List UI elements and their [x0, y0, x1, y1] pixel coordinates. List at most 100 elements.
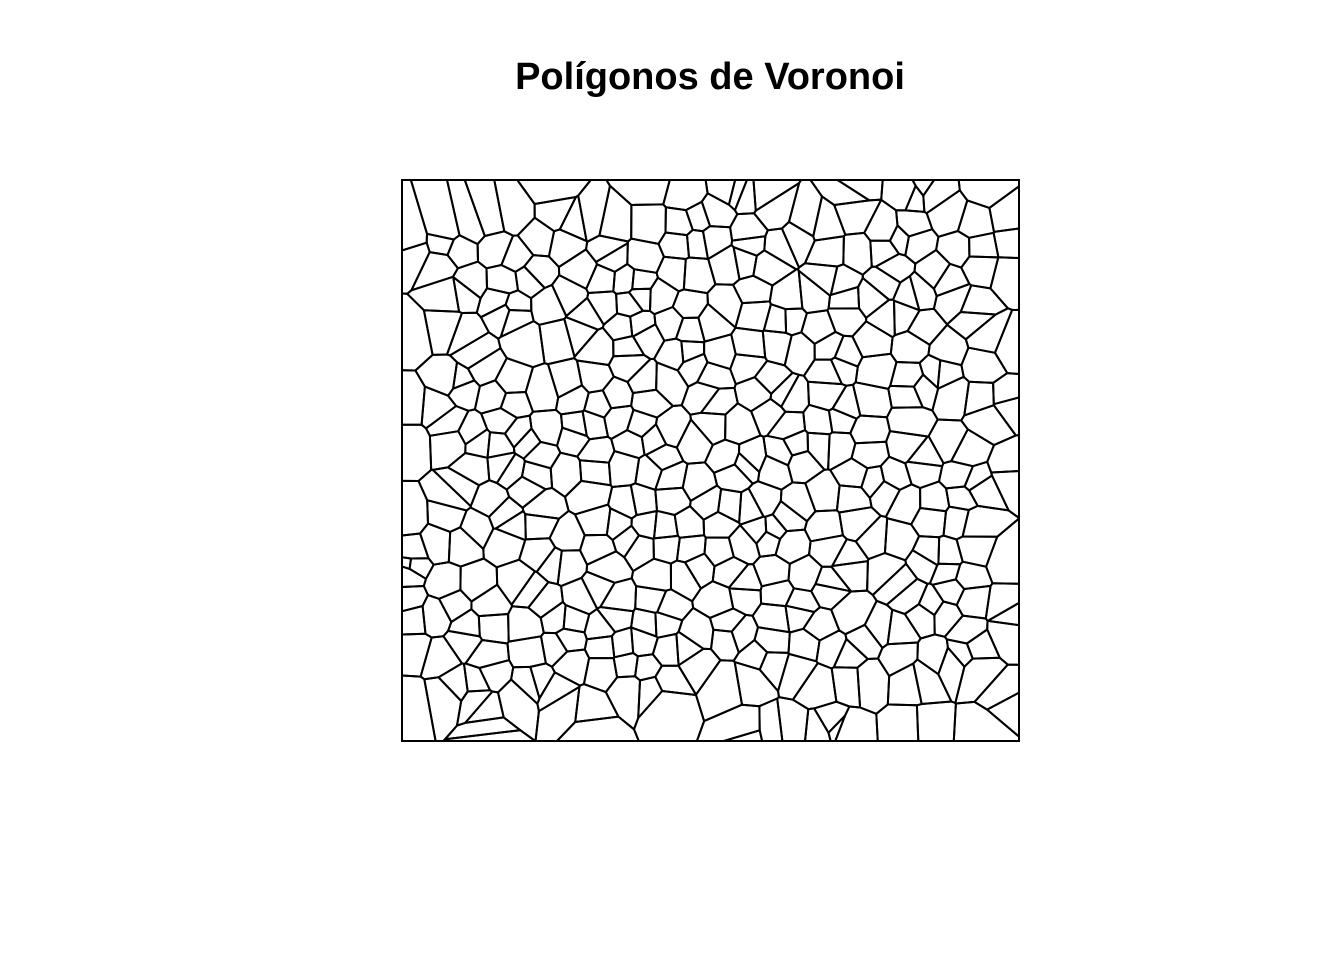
voronoi-cell — [402, 241, 431, 295]
voronoi-cell — [856, 657, 891, 715]
voronoi-cell — [937, 646, 966, 704]
voronoi-cell — [956, 199, 995, 239]
voronoi-cell — [727, 563, 763, 592]
voronoi-cell — [990, 470, 1019, 520]
voronoi-cell — [555, 715, 640, 741]
voronoi-cell — [402, 479, 429, 537]
voronoi-cell — [442, 729, 537, 741]
voronoi-cell — [664, 206, 694, 237]
voronoi-cell — [927, 323, 970, 367]
voronoi-cell — [428, 430, 467, 471]
voronoi-cell — [886, 608, 922, 646]
voronoi-cell — [554, 627, 588, 653]
voronoi-cell — [576, 435, 616, 464]
voronoi-cell — [598, 184, 633, 243]
voronoi-cell — [633, 690, 706, 741]
voronoi-cell — [851, 320, 894, 359]
voronoi-cell — [733, 376, 773, 413]
voronoi-cell — [771, 500, 808, 533]
voronoi-cell — [539, 600, 567, 635]
voronoi-cell — [414, 353, 458, 397]
voronoi-cell — [493, 180, 536, 237]
voronoi-cell — [915, 700, 957, 741]
voronoi-cell — [763, 227, 800, 271]
voronoi-cell — [528, 408, 564, 447]
voronoi-cell — [677, 647, 722, 696]
voronoi-cell — [487, 495, 525, 530]
voronoi-cell — [657, 231, 690, 260]
voronoi-cell — [494, 510, 527, 542]
voronoi-cell — [634, 653, 663, 682]
voronoi-cell — [812, 195, 847, 242]
voronoi-cell — [408, 557, 435, 580]
voronoi-cell — [842, 231, 873, 276]
voronoi-cell — [691, 580, 735, 619]
voronoi-cell — [629, 482, 658, 517]
voronoi-cell — [866, 552, 907, 596]
voronoi-cell — [852, 381, 893, 419]
voronoi-cell — [402, 556, 412, 570]
voronoi-cell — [702, 510, 742, 539]
voronoi-cell — [992, 227, 1019, 260]
plot-frame — [401, 179, 1020, 742]
voronoi-cell — [762, 303, 788, 334]
voronoi-cell — [573, 326, 615, 366]
voronoi-cell — [477, 613, 510, 645]
voronoi-cell — [402, 632, 433, 678]
voronoi-cell — [889, 361, 925, 388]
voronoi-cell — [919, 480, 951, 513]
voronoi-cell — [463, 662, 492, 693]
voronoi-cell — [710, 628, 740, 662]
voronoi-cell — [675, 630, 705, 667]
voronoi-cell — [922, 180, 961, 215]
voronoi-cell — [788, 180, 823, 238]
voronoi-cell — [524, 513, 561, 541]
voronoi-cell — [911, 535, 941, 567]
voronoi-cell — [830, 560, 869, 593]
voronoi-cell — [632, 323, 666, 360]
voronoi-cell — [875, 703, 920, 741]
voronoi-cell — [703, 333, 737, 371]
voronoi-cell — [747, 480, 783, 518]
voronoi-cell — [464, 639, 511, 669]
voronoi-cell — [548, 509, 586, 552]
voronoi-cell — [630, 388, 674, 419]
voronoi-cell — [906, 307, 949, 346]
voronoi-cell — [689, 484, 723, 521]
voronoi-cell — [797, 269, 831, 315]
voronoi-cell — [699, 386, 739, 416]
voronoi-cell — [989, 256, 1019, 311]
voronoi-cell — [704, 180, 737, 206]
voronoi-cell — [961, 504, 1019, 538]
voronoi-cell — [630, 203, 667, 245]
voronoi-cell — [564, 296, 605, 331]
voronoi-cell — [865, 298, 896, 339]
voronoi-cell — [849, 414, 891, 445]
voronoi-cell — [470, 583, 514, 618]
voronoi-cell — [524, 362, 560, 413]
voronoi-cell — [653, 306, 685, 342]
voronoi-cells — [402, 180, 1019, 741]
voronoi-cell — [952, 700, 1019, 741]
voronoi-cell — [682, 256, 717, 295]
voronoi-cell — [516, 180, 593, 205]
voronoi-cell — [732, 274, 774, 305]
voronoi-cell — [753, 626, 791, 654]
voronoi-cell — [402, 180, 428, 252]
voronoi-cell — [780, 220, 816, 269]
voronoi-cell — [495, 452, 526, 491]
voronoi-cell — [791, 662, 838, 711]
voronoi-cell — [486, 451, 517, 484]
voronoi-cell — [557, 248, 598, 290]
voronoi-cell — [574, 503, 612, 537]
voronoi-cell — [720, 729, 764, 741]
voronoi-cell — [605, 180, 671, 206]
voronoi-cell — [912, 658, 953, 705]
voronoi-cell — [844, 623, 884, 660]
voronoi-cell — [992, 396, 1019, 437]
voronoi-cell — [965, 628, 1001, 660]
voronoi-cell — [452, 276, 482, 314]
voronoi-cell — [968, 474, 1010, 512]
voronoi-cell — [804, 468, 841, 513]
voronoi-cell — [733, 180, 757, 216]
